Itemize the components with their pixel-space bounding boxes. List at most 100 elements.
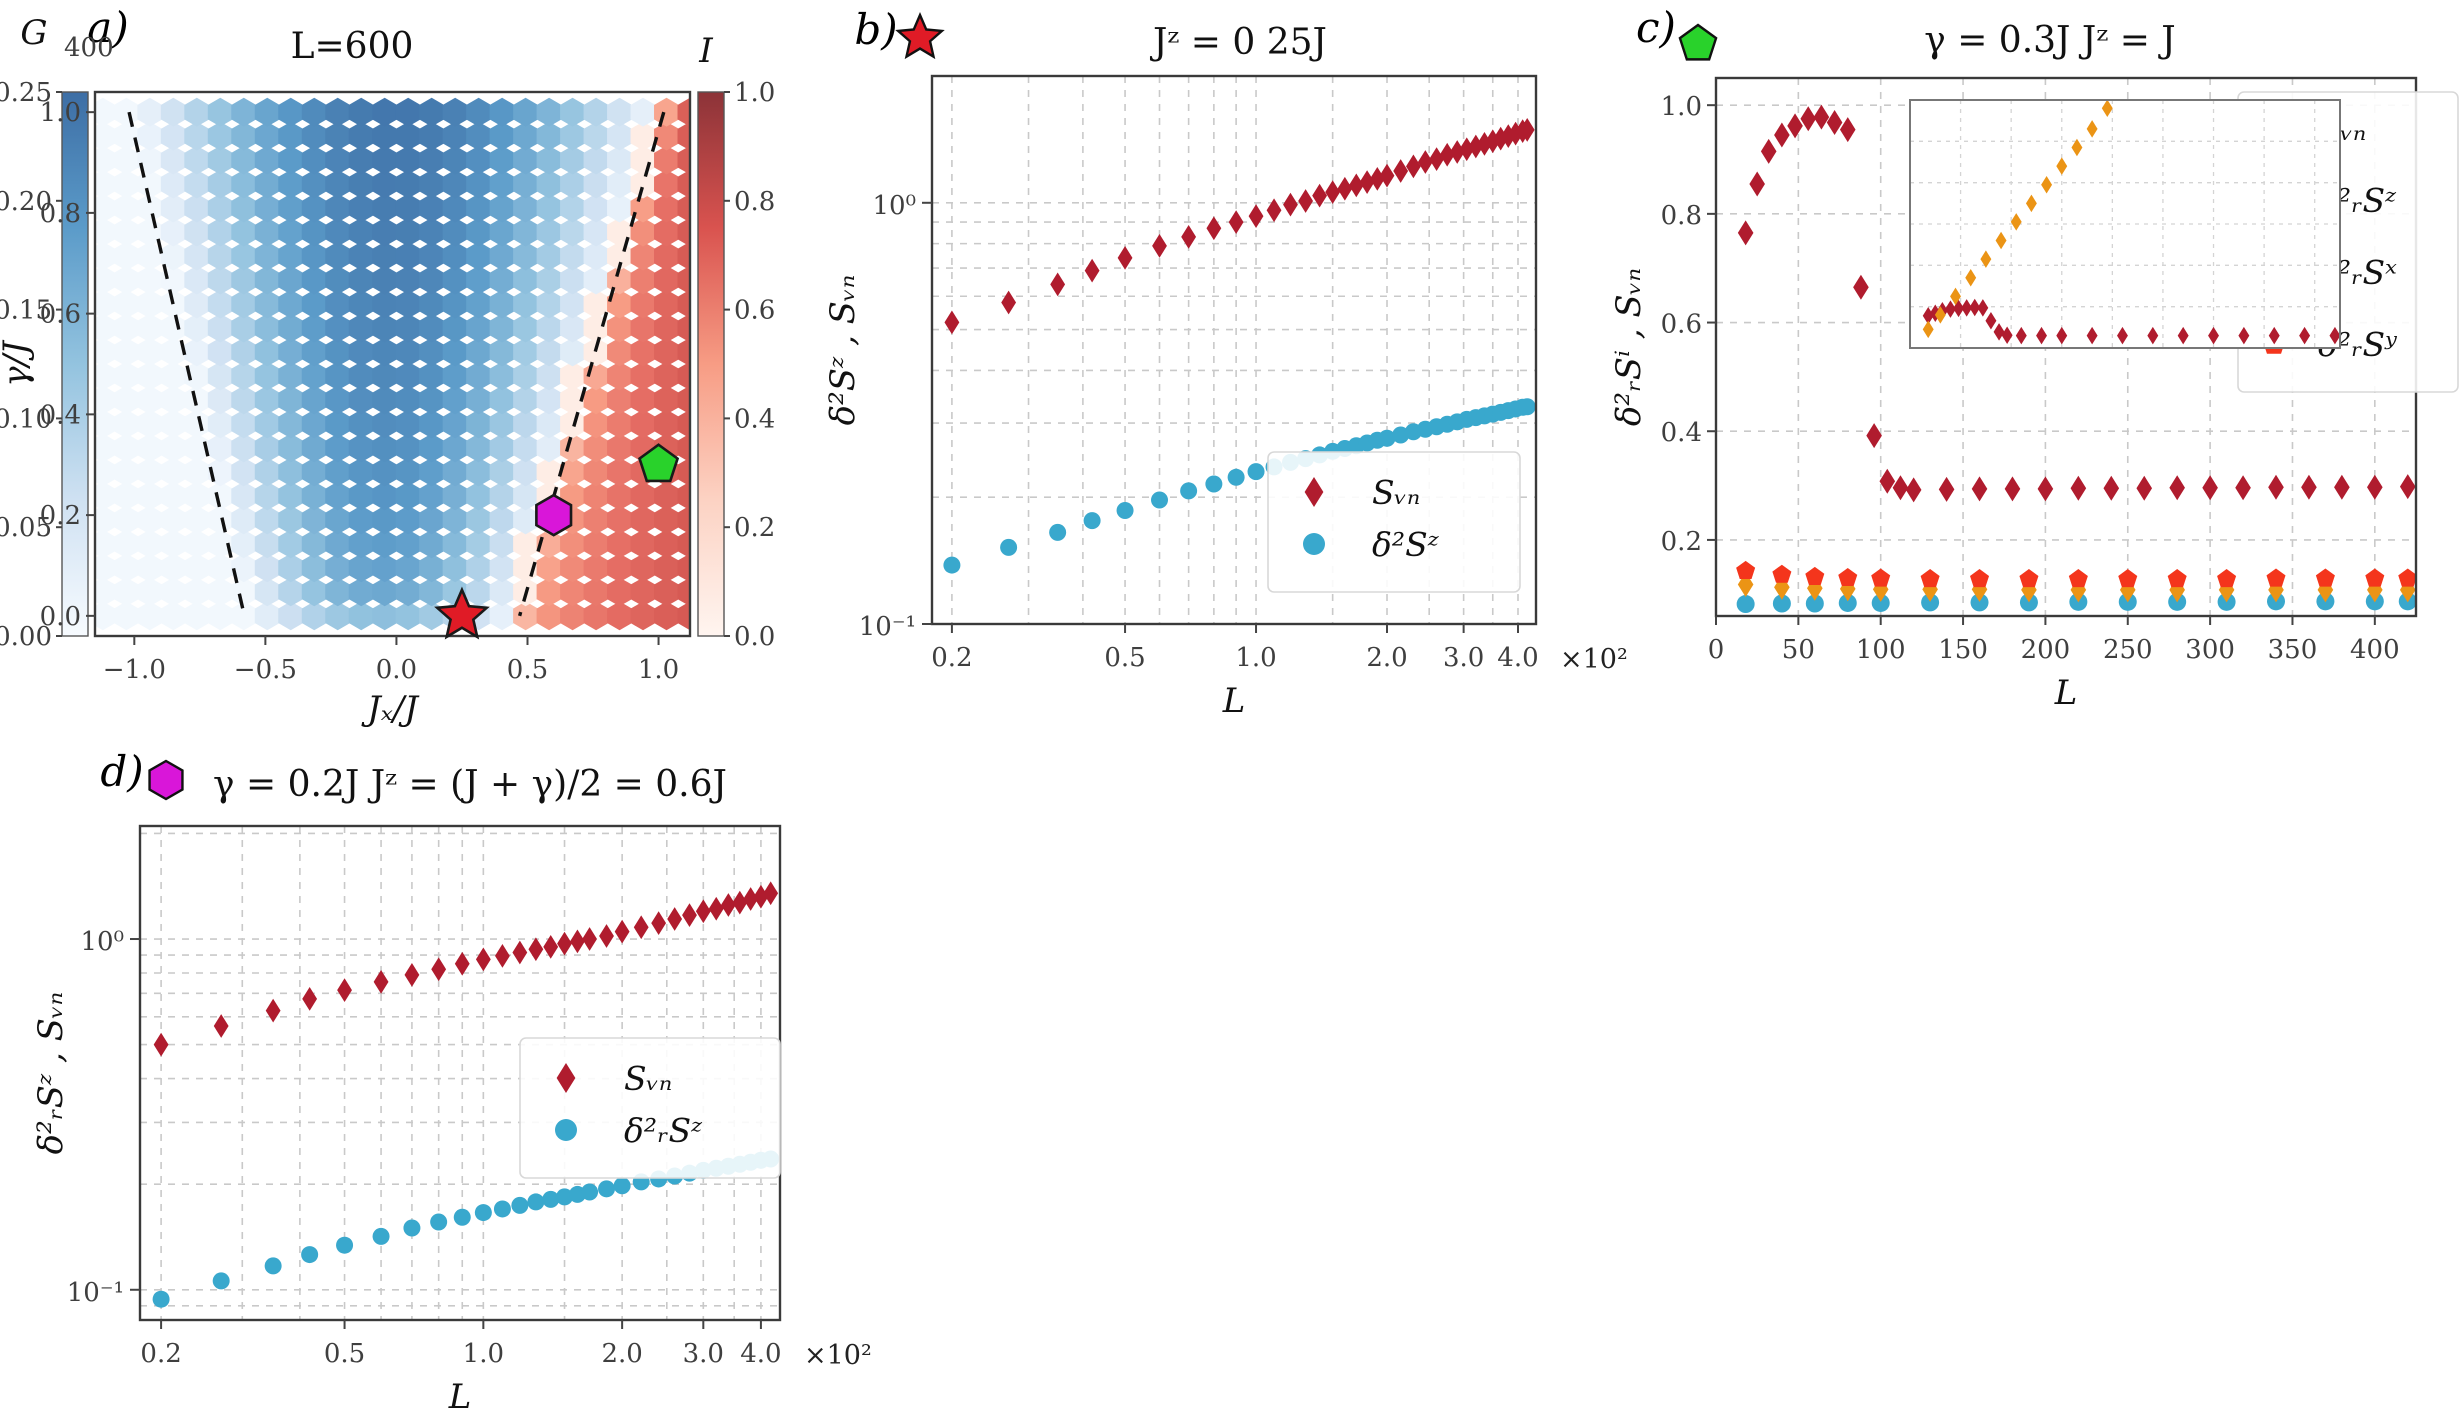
svg-text:1.0: 1.0 xyxy=(463,1339,504,1369)
svg-text:150: 150 xyxy=(1938,635,1988,665)
svg-text:0.8: 0.8 xyxy=(734,187,775,217)
svg-text:δ²Sᶻ , Sᵥₙ: δ²Sᶻ , Sᵥₙ xyxy=(823,275,863,426)
svg-text:δ²ᵣSᶻ , Sᵥₙ: δ²ᵣSᶻ , Sᵥₙ xyxy=(31,992,71,1155)
svg-text:10⁰: 10⁰ xyxy=(80,927,124,957)
svg-text:1.0: 1.0 xyxy=(638,655,679,685)
svg-text:3.0: 3.0 xyxy=(683,1339,724,1369)
panel-e xyxy=(820,720,1580,1415)
svg-text:1.0: 1.0 xyxy=(1235,643,1276,673)
colorbar-G400 xyxy=(56,91,89,637)
svg-text:10⁻¹: 10⁻¹ xyxy=(859,612,916,642)
panel-d: d) γ = 0.2J Jᶻ = (J + γ)/2 = 0.6J 0.2 0.5 1.… xyxy=(0,720,872,1415)
svg-text:0.4: 0.4 xyxy=(734,404,775,434)
svg-text:L: L xyxy=(1222,681,1246,721)
svg-text:2.0: 2.0 xyxy=(1366,643,1407,673)
svg-text:δ²ᵣSⁱ , Sᵥₙ: δ²ᵣSⁱ , Sᵥₙ xyxy=(1609,268,1649,426)
svg-text:0.6: 0.6 xyxy=(734,296,775,326)
svg-text:a): a) xyxy=(87,3,128,52)
svg-text:L=600: L=600 xyxy=(291,26,414,67)
svg-text:0: 0 xyxy=(1708,635,1725,665)
svg-text:γ = 0.3J Jᶻ = J: γ = 0.3J Jᶻ = J xyxy=(1924,20,2176,61)
svg-text:1.0: 1.0 xyxy=(1661,92,1702,122)
svg-text:×10²: ×10² xyxy=(1560,644,1628,675)
svg-text:Sᵥₙ: Sᵥₙ xyxy=(1372,473,1420,512)
svg-text:10⁰: 10⁰ xyxy=(872,191,916,221)
svg-text:0.8: 0.8 xyxy=(40,199,81,229)
svg-text:300: 300 xyxy=(2185,635,2235,665)
left-phase-boundary xyxy=(127,111,247,617)
svg-text:4.0: 4.0 xyxy=(740,1339,781,1369)
svg-text:−1.0: −1.0 xyxy=(103,655,166,685)
svg-text:0.10: 0.10 xyxy=(0,404,52,434)
series-S_vN xyxy=(944,117,1535,335)
svg-text:0.20: 0.20 xyxy=(0,187,52,217)
panel-a: a) L=600 G 400 0.00 0.05 0.10 0.15 0.20 0.25 I 0.0 0… xyxy=(0,0,820,729)
svg-text:400: 400 xyxy=(64,33,114,63)
svg-text:0.5: 0.5 xyxy=(1104,643,1145,673)
svg-text:0.0: 0.0 xyxy=(376,655,417,685)
svg-text:350: 350 xyxy=(2268,635,2318,665)
series-d2rSy xyxy=(1736,560,2416,588)
svg-text:Sᵥₙ: Sᵥₙ xyxy=(624,1059,672,1098)
panel-f xyxy=(1580,720,2464,1415)
svg-text:0.25: 0.25 xyxy=(0,78,52,108)
legend-item xyxy=(556,1063,576,1093)
svg-text:0.5: 0.5 xyxy=(324,1339,365,1369)
hexagon-marker-a xyxy=(535,493,573,537)
svg-text:0.00: 0.00 xyxy=(0,622,52,652)
svg-text:250: 250 xyxy=(2103,635,2153,665)
svg-text:0.5: 0.5 xyxy=(507,655,548,685)
svg-text:0.4: 0.4 xyxy=(40,400,81,430)
svg-text:L: L xyxy=(448,1377,472,1415)
svg-text:2.0: 2.0 xyxy=(601,1339,642,1369)
panel-b: b) Jᶻ = 0 25J 0.2 0.5 1.0 2.0 3.0 4.0 10⁰ 10⁻¹ ×10… xyxy=(820,0,1628,721)
svg-text:3.0: 3.0 xyxy=(1443,643,1484,673)
svg-text:0.2: 0.2 xyxy=(1661,527,1702,557)
svg-text:0.6: 0.6 xyxy=(40,300,81,330)
colorbar-I xyxy=(697,91,730,637)
svg-text:0.8: 0.8 xyxy=(1661,201,1702,231)
right-phase-boundary xyxy=(517,111,666,617)
svg-text:Jₓ/J: Jₓ/J xyxy=(361,689,420,729)
svg-text:0.0: 0.0 xyxy=(40,602,81,632)
svg-text:Jᶻ = 0 25J: Jᶻ = 0 25J xyxy=(1149,22,1327,63)
svg-text:10⁻¹: 10⁻¹ xyxy=(67,1278,124,1308)
legend-item xyxy=(1303,533,1325,555)
pentagon-icon xyxy=(1678,23,1718,61)
svg-text:0.2: 0.2 xyxy=(931,643,972,673)
svg-text:G: G xyxy=(20,13,47,53)
svg-text:0.2: 0.2 xyxy=(40,501,81,531)
legend-box xyxy=(519,1037,781,1179)
svg-text:c): c) xyxy=(1636,3,1676,52)
svg-text:b): b) xyxy=(854,5,897,54)
legend-box xyxy=(1267,451,1521,593)
svg-text:L: L xyxy=(2054,673,2078,713)
panel-c: c) γ = 0.3J Jᶻ = J 0 50 100 150 200 250 300 350 40… xyxy=(1580,0,2464,720)
svg-text:50: 50 xyxy=(1782,635,1815,665)
svg-text:1.0: 1.0 xyxy=(734,78,775,108)
hexagon-icon xyxy=(148,759,184,801)
svg-text:0.0: 0.0 xyxy=(734,622,775,652)
svg-text:4.0: 4.0 xyxy=(1497,643,1538,673)
svg-text:100: 100 xyxy=(1856,635,1906,665)
svg-text:γ/J: γ/J xyxy=(0,339,36,387)
star-marker-a xyxy=(434,586,490,640)
svg-text:0.2: 0.2 xyxy=(734,513,775,543)
svg-text:δ²Sᶻ: δ²Sᶻ xyxy=(1372,525,1440,564)
svg-text:1.0: 1.0 xyxy=(40,98,81,128)
hexbin-field xyxy=(95,97,690,631)
pentagon-marker-a xyxy=(638,443,680,483)
svg-text:0.6: 0.6 xyxy=(1661,310,1702,340)
svg-text:0.4: 0.4 xyxy=(1661,418,1702,448)
svg-text:I: I xyxy=(698,31,713,71)
svg-text:d): d) xyxy=(100,747,143,796)
series-S_vN xyxy=(153,881,779,1057)
legend-item xyxy=(555,1119,577,1141)
svg-text:200: 200 xyxy=(2021,635,2071,665)
svg-text:400: 400 xyxy=(2350,635,2400,665)
svg-text:×10²: ×10² xyxy=(804,1340,872,1371)
series-d2rSz xyxy=(1736,592,2416,614)
svg-text:δ²ᵣSᶻ: δ²ᵣSᶻ xyxy=(624,1111,703,1150)
svg-text:0.2: 0.2 xyxy=(140,1339,181,1369)
svg-text:0.15: 0.15 xyxy=(0,296,52,326)
